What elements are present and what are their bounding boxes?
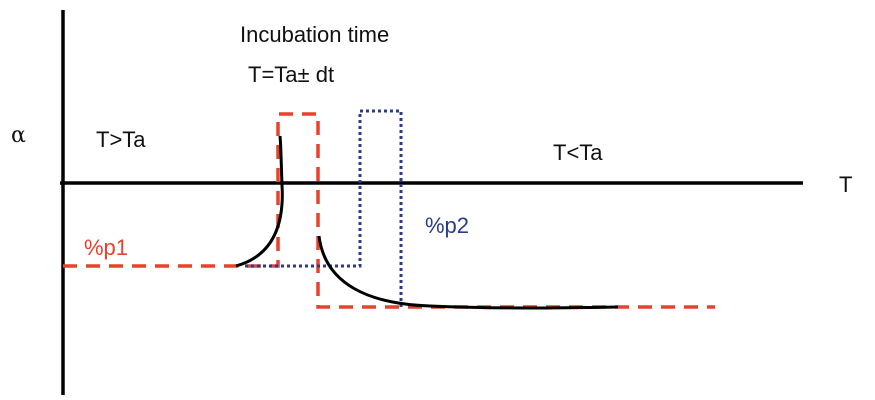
- phase1-dashed-line: [63, 112, 715, 309]
- region-left-label: T>Ta: [96, 127, 146, 152]
- phase2-dotted-line: [245, 109, 403, 307]
- region-right-label: T<Ta: [553, 140, 603, 165]
- x-axis-symbol: T: [839, 172, 852, 197]
- y-axis-symbol: α: [11, 123, 26, 148]
- curve-left-branch: [235, 135, 284, 268]
- phase1-label: %p1: [84, 235, 128, 260]
- incubation-formula: T=Ta± dt: [248, 62, 334, 87]
- incubation-title: Incubation time: [240, 22, 389, 47]
- phase2-label: %p2: [425, 213, 469, 238]
- curve-right-branch: [317, 235, 619, 310]
